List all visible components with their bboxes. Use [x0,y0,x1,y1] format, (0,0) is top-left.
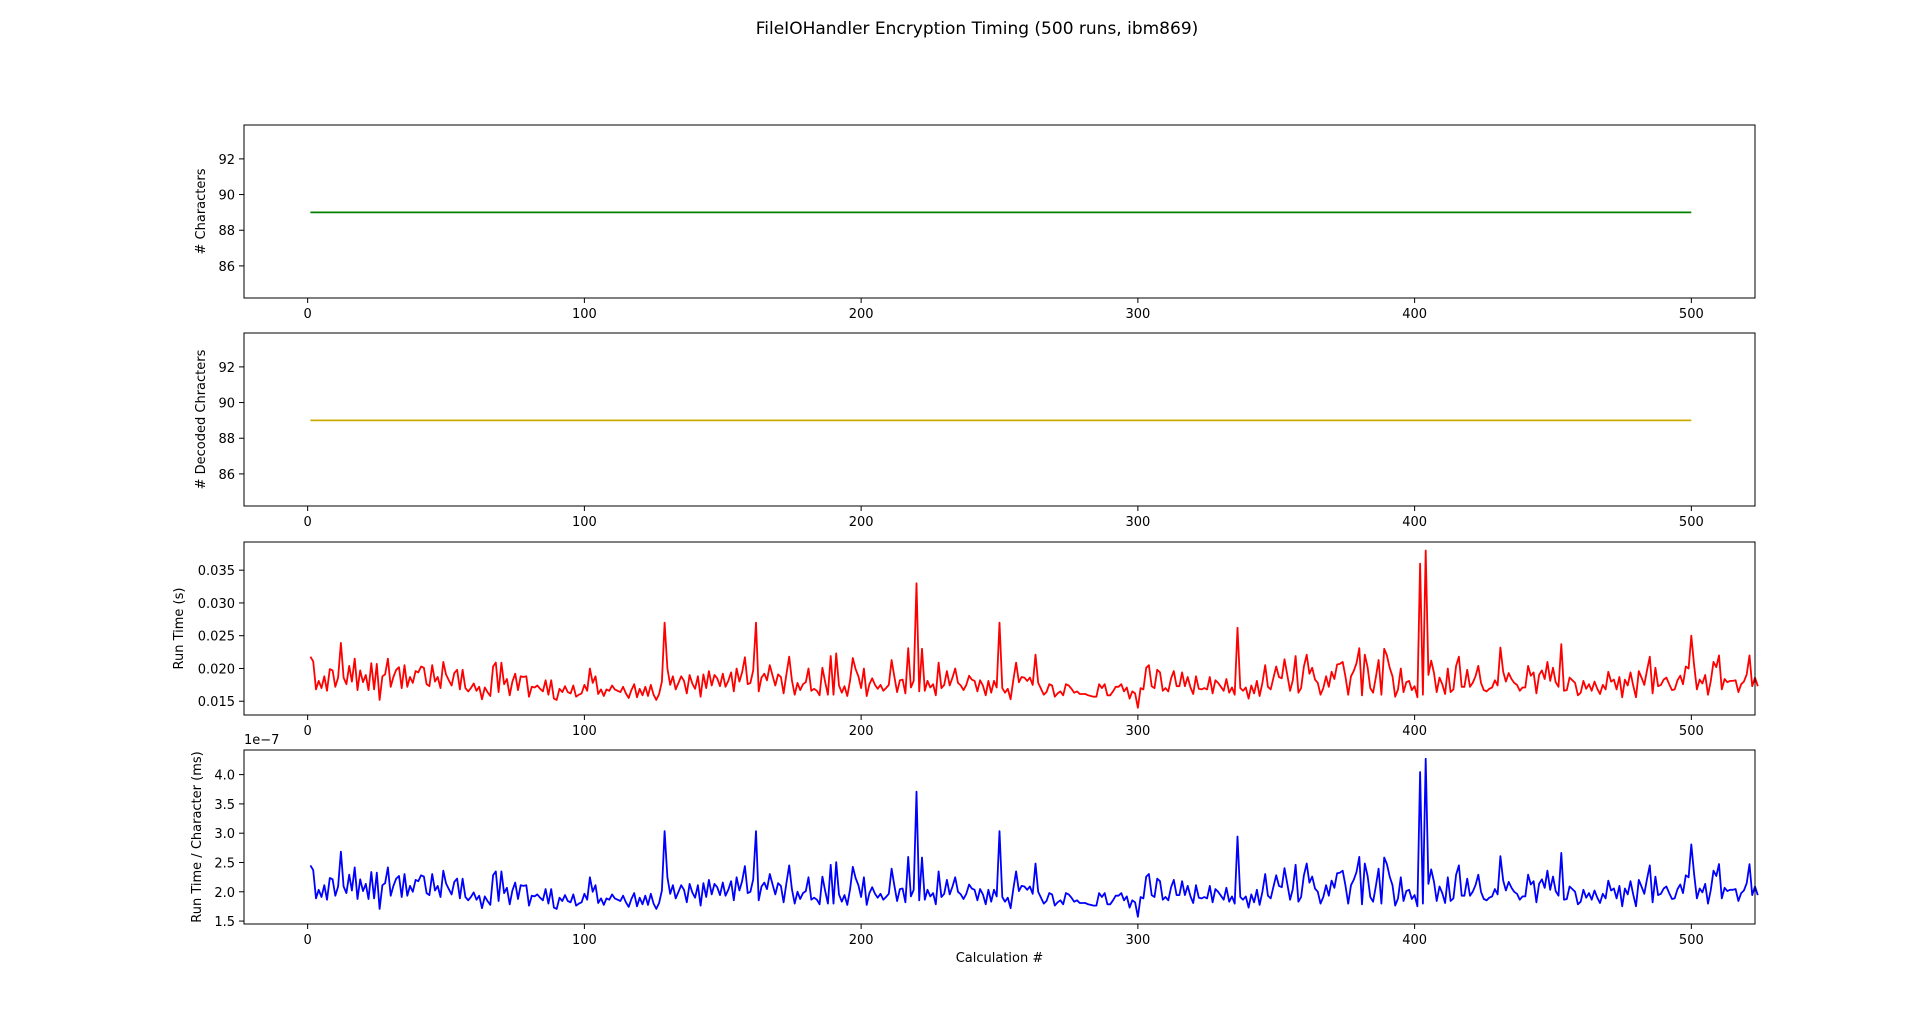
x-tick-label: 0 [304,515,312,530]
y-tick-label: 3.0 [214,827,235,842]
series-line [309,757,1759,918]
y-tick-label: 2.0 [214,886,235,901]
y-tick-label: 90 [218,189,235,204]
axes-frame [243,124,1756,299]
x-tick-label: 300 [1125,933,1150,948]
x-tick-label: 0 [304,933,312,948]
x-tick-label: 200 [849,307,874,322]
subplot-decoded-characters: 0 100 200 300 400 500 86 88 90 92 # Decoded Chract… [194,332,1756,530]
x-tick-label: 0 [304,724,312,739]
x-tick-label: 100 [572,724,597,739]
y-axis-label: # Decoded Chracters [194,349,209,489]
y-tick-label: 3.5 [214,798,235,813]
x-tick-label: 300 [1125,515,1150,530]
subplot-characters: 0 100 200 300 400 500 86 88 90 92 # Characters [194,124,1756,322]
y-axis-label: # Characters [194,168,209,254]
x-tick-label: 400 [1402,307,1427,322]
y-axis-label: Run Time / Character (ms) [190,751,205,922]
x-tick-label: 200 [849,724,874,739]
x-tick-label: 100 [572,307,597,322]
axes-frame [243,749,1756,925]
y-tick-label: 88 [218,432,235,447]
y-tick-label: 0.035 [198,564,235,579]
x-tick-label: 500 [1679,724,1704,739]
x-tick-label: 500 [1679,515,1704,530]
x-tick-label: 100 [572,515,597,530]
y-tick-label: 1.5 [214,915,235,930]
y-tick-label: 0.025 [198,630,235,645]
x-tick-label: 100 [572,933,597,948]
subplot-run-time-per-character: 0 100 200 300 400 500 1.5 2.0 2.5 3.0 3.5 4.0 Run Ti… [190,733,1759,966]
y-tick-label: 0.030 [198,597,235,612]
series-line [309,549,1759,709]
y-tick-label: 92 [218,361,235,376]
subplot-run-time: 0 100 200 300 400 500 0.015 0.020 0.025 0.030 0.03… [172,541,1759,739]
y-tick-label: 92 [218,153,235,168]
axes-container: 0 100 200 300 400 500 86 88 90 92 # Characters 0 100… [172,124,1759,966]
x-tick-label: 500 [1679,307,1704,322]
x-axis-label: Calculation # [956,951,1044,966]
y-offset-text: 1e−7 [244,733,279,748]
y-tick-label: 88 [218,224,235,239]
x-tick-label: 400 [1402,724,1427,739]
x-tick-label: 200 [849,933,874,948]
x-tick-label: 400 [1402,515,1427,530]
y-tick-label: 0.015 [198,695,235,710]
axes-frame [243,332,1756,507]
y-tick-label: 86 [218,260,235,275]
x-tick-label: 500 [1679,933,1704,948]
figure-title: FileIOHandler Encryption Timing (500 run… [756,19,1199,39]
x-tick-label: 400 [1402,933,1427,948]
x-tick-label: 300 [1125,307,1150,322]
y-tick-label: 4.0 [214,769,235,784]
x-tick-label: 200 [849,515,874,530]
y-tick-label: 86 [218,468,235,483]
y-tick-label: 2.5 [214,856,235,871]
x-tick-label: 0 [304,307,312,322]
y-tick-label: 0.020 [198,662,235,677]
axes-frame [243,541,1756,716]
y-axis-label: Run Time (s) [172,588,187,670]
y-tick-label: 90 [218,397,235,412]
x-tick-label: 300 [1125,724,1150,739]
